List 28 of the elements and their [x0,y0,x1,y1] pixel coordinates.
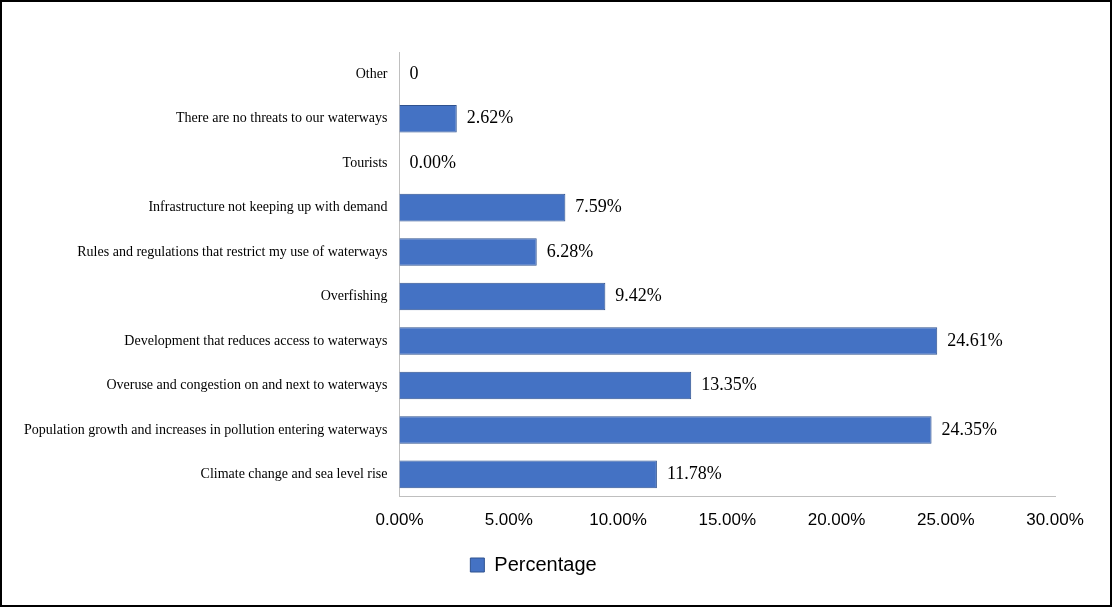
data-label: 0.00% [409,151,457,172]
data-label: 11.78% [666,463,722,484]
y-tick-label: Infrastructure not keeping up with demand [148,199,388,215]
data-label: 24.61% [947,329,1003,350]
y-tick-label: Overfishing [320,288,388,304]
data-label: 2.62% [466,107,514,128]
x-tick-label: 20.00% [807,510,866,530]
y-tick-label: There are no threats to our waterways [176,110,388,126]
data-label: 9.42% [615,285,662,306]
data-label: 0 [409,62,419,83]
y-tick-label: Overuse and congestion on and next to waterways [106,377,388,393]
data-label: 6.28% [546,240,594,261]
y-tick-label: Other [355,65,388,81]
data-label: 24.35% [941,418,998,439]
legend-label: Percentage [494,552,597,575]
x-tick-label: 15.00% [698,510,757,530]
x-tick-label: 30.00% [1026,510,1084,530]
y-tick-label: Development that reduces access to waterways [124,332,388,348]
y-tick-label: Tourists [342,154,388,170]
x-tick-label: 5.00% [484,510,533,530]
data-label: 13.35% [701,374,757,395]
y-tick-label: Rules and regulations that restrict my use of waterways [77,243,388,259]
x-tick-label: 0.00% [375,510,424,530]
y-tick-label: Population growth and increases in pollution entering waterways [24,421,388,437]
data-label: 7.59% [575,196,622,217]
y-tick-label: Climate change and sea level rise [200,466,388,482]
x-tick-label: 25.00% [916,510,975,530]
x-tick-label: 10.00% [589,510,647,530]
